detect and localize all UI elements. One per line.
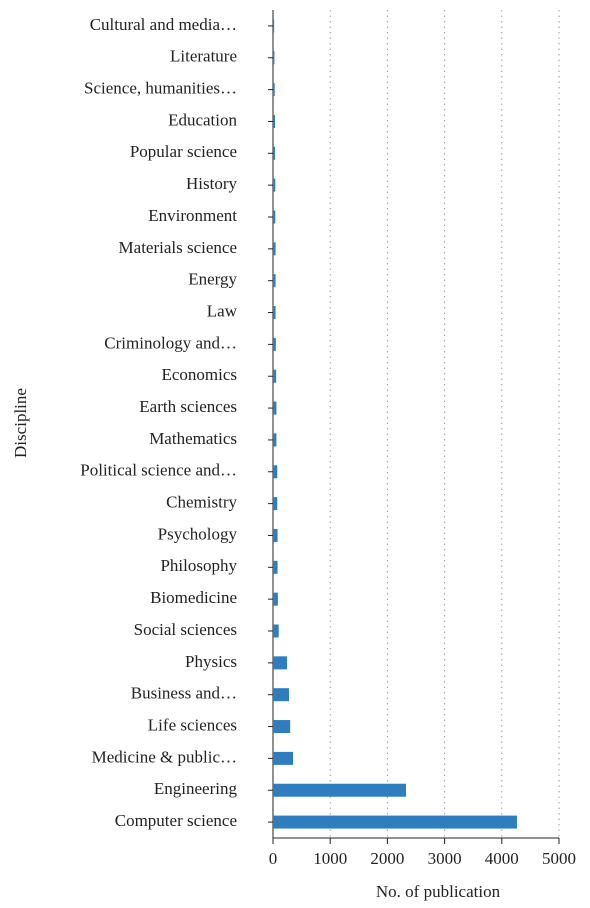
bar [273, 720, 291, 734]
bar [273, 688, 290, 702]
y-tick-label: Chemistry [166, 493, 237, 512]
bar [273, 465, 278, 479]
y-tick-label: Physics [185, 652, 237, 671]
y-tick-label: Biomedicine [150, 588, 237, 607]
y-tick-label: Psychology [158, 524, 238, 543]
y-tick-label: Business and… [131, 684, 237, 703]
bar [273, 146, 276, 160]
y-tick-label: Education [168, 110, 237, 129]
y-tick-label: Engineering [154, 779, 238, 798]
y-tick-label: Economics [161, 365, 237, 384]
bar [273, 83, 275, 97]
bar [273, 274, 276, 288]
x-tick-label: 1000 [313, 849, 347, 868]
y-axis-label: Discipline [11, 388, 30, 458]
bar [273, 815, 517, 829]
x-tick-label: 2000 [370, 849, 404, 868]
y-tick-label: Social sciences [134, 620, 237, 639]
bar [273, 401, 277, 415]
y-tick-label: Medicine & public… [92, 747, 237, 766]
bar [273, 242, 276, 256]
y-tick-label: Literature [170, 47, 237, 66]
y-tick-label: Computer science [115, 811, 237, 830]
y-tick-label: Life sciences [148, 715, 237, 734]
y-tick-label: Materials science [119, 238, 237, 257]
x-tick-label: 3000 [428, 849, 462, 868]
bar [273, 592, 278, 606]
y-tick-label: History [186, 174, 238, 193]
bar [273, 624, 279, 638]
y-tick-label: Popular science [130, 142, 237, 161]
y-tick-label: Criminology and… [104, 333, 237, 352]
bar [273, 560, 278, 574]
y-tick-label: Cultural and media… [90, 15, 237, 34]
bar [273, 51, 275, 65]
bar [273, 19, 275, 33]
y-tick-label: Earth sciences [139, 397, 237, 416]
y-tick-label: Science, humanities… [84, 79, 237, 98]
y-tick-label: Philosophy [160, 556, 237, 575]
bar [273, 497, 278, 511]
x-tick-label: 4000 [485, 849, 519, 868]
y-tick-label: Mathematics [149, 429, 237, 448]
bar [273, 114, 276, 128]
bar [273, 337, 276, 351]
bar [273, 751, 294, 765]
bar [273, 783, 406, 797]
bar [273, 178, 276, 192]
bar [273, 210, 276, 224]
bar [273, 433, 277, 447]
bar [273, 528, 278, 542]
x-tick-label: 5000 [542, 849, 576, 868]
x-axis-label: No. of publication [376, 882, 501, 901]
x-tick-label: 0 [269, 849, 278, 868]
y-tick-label: Energy [188, 270, 237, 289]
bar [273, 306, 276, 320]
bar [273, 656, 288, 670]
y-tick-label: Political science and… [80, 461, 237, 480]
y-tick-label: Law [207, 301, 238, 320]
y-tick-label: Environment [148, 206, 237, 225]
bar [273, 369, 277, 383]
